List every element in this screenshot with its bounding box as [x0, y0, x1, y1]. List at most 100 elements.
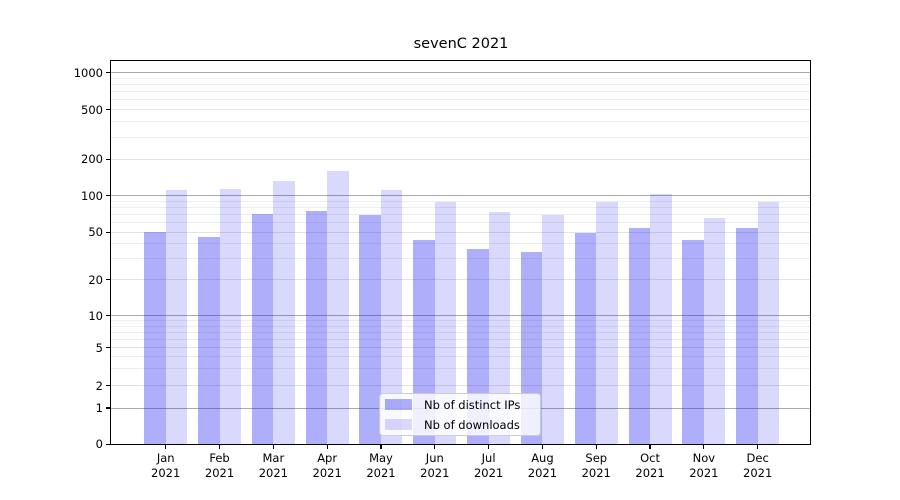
x-tick-label: Feb 2021 [204, 451, 235, 481]
x-tick-label: Jun 2021 [420, 451, 450, 481]
minor-gridline [111, 84, 811, 86]
legend-label-distinct-ips: Nb of distinct IPs [424, 397, 521, 412]
bar-downloads-jul [488, 212, 511, 445]
x-tick-mark [488, 445, 490, 450]
gridline [111, 347, 811, 349]
bar-downloads-dec [757, 202, 780, 445]
legend-swatch-downloads [385, 419, 412, 430]
minor-gridline [111, 356, 811, 358]
y-tick-label: 10 [88, 308, 103, 323]
x-tick-label: Oct 2021 [635, 451, 665, 481]
x-tick-label: Dec 2021 [743, 451, 773, 481]
x-tick-mark [272, 445, 274, 450]
minor-gridline [111, 320, 811, 322]
x-tick-label: Mar 2021 [258, 451, 288, 481]
x-tick-mark [165, 445, 167, 450]
y-tick-mark [106, 347, 110, 349]
x-tick-mark [218, 445, 221, 450]
x-tick-mark [434, 445, 436, 450]
y-tick-label: 1 [95, 401, 103, 415]
y-tick-mark [106, 72, 110, 74]
x-tick-mark [380, 445, 382, 450]
minor-gridline [111, 214, 811, 216]
y-tick-label: 2 [95, 378, 103, 393]
x-tick-mark [541, 445, 543, 450]
bar-downloads-feb [219, 188, 242, 445]
y-tick-label: 0 [95, 437, 103, 452]
bar-distinct-ips-feb [198, 236, 220, 445]
y-tick-mark [106, 231, 110, 233]
legend: Nb of distinct IPs Nb of downloads [379, 393, 541, 436]
x-tick-label: Jan 2021 [151, 451, 181, 481]
y-tick-label: 200 [81, 152, 103, 167]
x-tick-label: Nov 2021 [689, 451, 719, 481]
x-tick-mark [326, 445, 328, 450]
bar-downloads-aug [542, 214, 564, 445]
bar-distinct-ips-apr [305, 210, 328, 445]
bar-downloads-jan [165, 190, 188, 445]
legend-swatch-distinct-ips [385, 399, 412, 410]
y-tick-label: 5 [95, 340, 103, 355]
x-tick-label: Jul 2021 [473, 451, 504, 481]
minor-gridline [111, 136, 811, 138]
y-tick-mark [106, 108, 110, 111]
bar-distinct-ips-oct [628, 228, 651, 445]
bar-downloads-mar [273, 181, 295, 445]
minor-gridline [111, 200, 811, 202]
y-tick-mark [106, 315, 110, 317]
minor-gridline [111, 338, 811, 340]
x-tick-mark [649, 445, 651, 450]
y-tick-label: 50 [88, 225, 103, 240]
x-tick-mark [595, 445, 597, 450]
x-tick-label: May 2021 [366, 451, 396, 481]
y-tick-mark [106, 158, 110, 160]
minor-gridline [111, 206, 811, 208]
legend-item-downloads: Nb of downloads [385, 417, 536, 432]
minor-gridline [111, 325, 811, 327]
gridline [111, 158, 811, 160]
x-tick-label: Apr 2021 [312, 451, 342, 481]
bar-downloads-sep [596, 201, 618, 445]
bar-downloads-apr [327, 170, 349, 445]
minor-gridline [111, 222, 811, 224]
legend-label-downloads: Nb of downloads [424, 417, 520, 432]
y-tick-label: 500 [81, 102, 103, 117]
minor-gridline [111, 91, 811, 93]
y-tick-mark [106, 195, 110, 197]
x-tick-mark [757, 445, 759, 450]
x-tick-label: Aug 2021 [527, 451, 558, 481]
minor-gridline [111, 368, 811, 370]
y-tick-label: 1000 [73, 65, 103, 80]
chart-title: sevenC 2021 [413, 36, 509, 52]
minor-gridline [111, 243, 811, 245]
bar-distinct-ips-may [359, 214, 381, 445]
gridline [111, 385, 811, 387]
x-tick-label: Sep 2021 [581, 451, 611, 481]
minor-gridline [111, 77, 811, 79]
gridline [111, 109, 811, 110]
bar-distinct-ips-dec [736, 228, 758, 445]
y-tick-mark [106, 443, 110, 445]
gridline [111, 231, 811, 233]
major-gridline [111, 195, 811, 197]
y-tick-mark [106, 407, 110, 409]
bar-distinct-ips-jan [144, 232, 166, 445]
bar-downloads-may [380, 190, 403, 445]
major-gridline [111, 315, 811, 317]
y-tick-label: 20 [88, 272, 103, 287]
bar-distinct-ips-sep [574, 233, 597, 445]
major-gridline [111, 72, 811, 74]
bar-downloads-oct [650, 194, 672, 445]
y-tick-mark [106, 278, 110, 281]
bar-downloads-jun [434, 202, 457, 445]
legend-item-distinct-ips: Nb of distinct IPs [385, 397, 536, 412]
minor-gridline [111, 121, 811, 123]
minor-gridline [111, 331, 811, 333]
x-tick-mark [703, 445, 705, 450]
y-tick-mark [106, 385, 110, 387]
gridline [111, 279, 811, 280]
bar-downloads-nov [703, 217, 726, 445]
bar-distinct-ips-mar [251, 213, 274, 445]
minor-gridline [111, 99, 811, 101]
